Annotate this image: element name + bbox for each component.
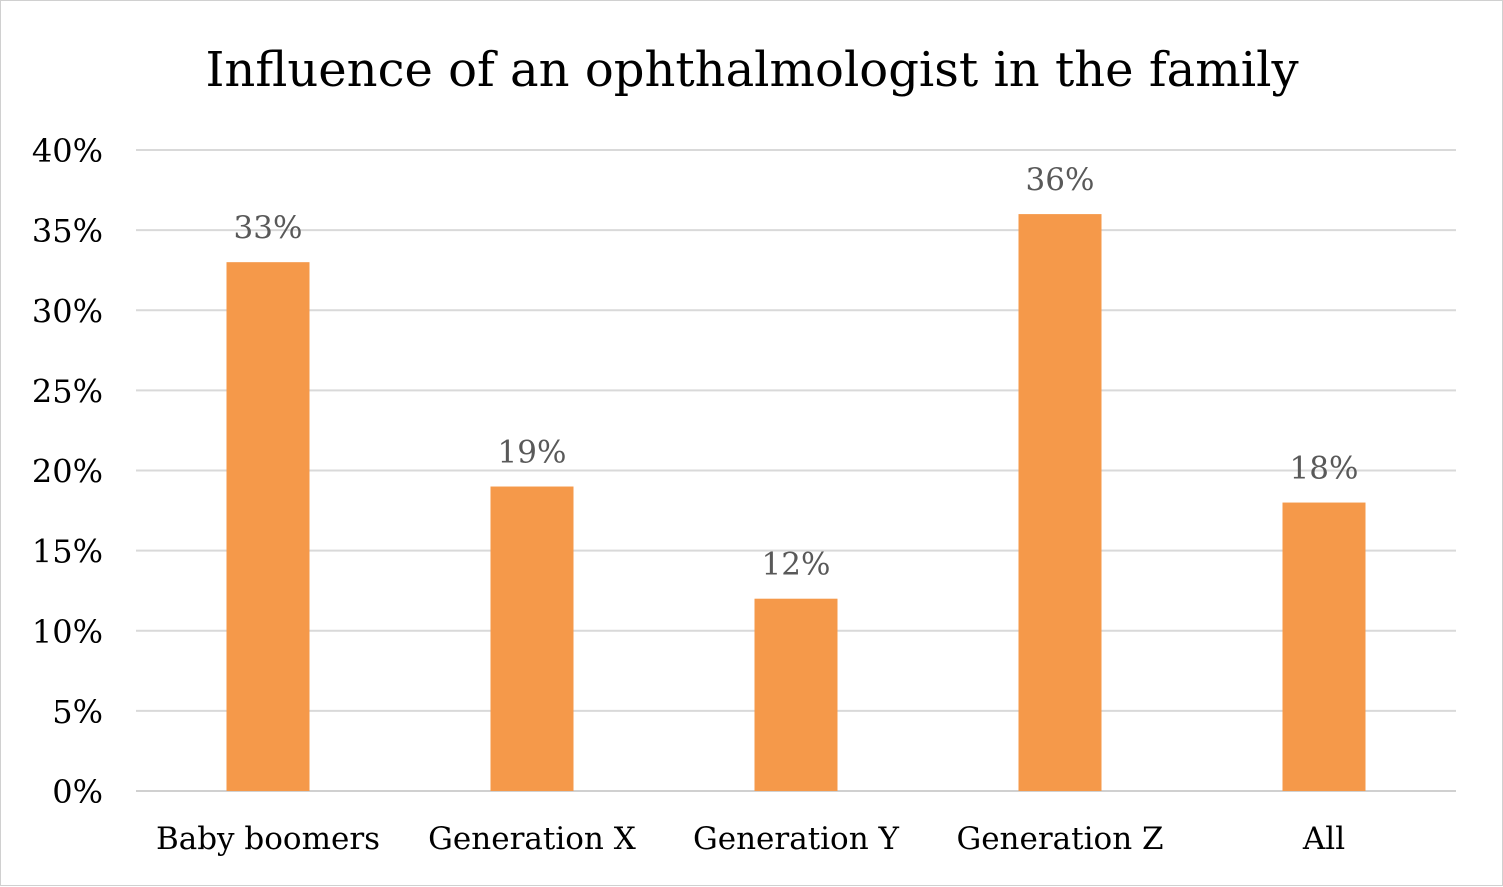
data-label: 36% — [1026, 162, 1095, 198]
bar — [1018, 214, 1102, 792]
x-tick-label: Baby boomers — [156, 821, 380, 857]
x-tick-label: Generation X — [428, 821, 636, 857]
data-label: 18% — [1290, 451, 1359, 487]
y-tick-label: 25% — [32, 372, 103, 410]
y-axis-tick-labels: 0% 5% 10% 15% 20% 25% 30% 35% 40% — [32, 132, 103, 811]
data-label: 12% — [762, 547, 831, 583]
y-tick-label: 15% — [32, 533, 103, 571]
gridlines — [136, 149, 1456, 792]
y-tick-label: 5% — [52, 693, 103, 731]
x-tick-label: Generation Y — [693, 821, 900, 857]
data-labels: 33% 19% 12% 36% 18% — [234, 162, 1359, 583]
bar — [490, 486, 574, 791]
y-tick-label: 10% — [32, 613, 103, 651]
data-label: 19% — [498, 435, 567, 471]
x-tick-label: All — [1302, 821, 1345, 857]
data-label: 33% — [234, 210, 303, 246]
x-axis-tick-labels: Baby boomers Generation X Generation Y Gene… — [156, 821, 1345, 857]
y-tick-label: 40% — [32, 132, 103, 170]
bar — [226, 262, 310, 791]
bar — [754, 598, 838, 791]
x-tick-label: Generation Z — [956, 821, 1163, 857]
chart-title: Influence of an ophthalmologist in the f… — [205, 42, 1298, 98]
y-tick-label: 35% — [32, 212, 103, 250]
y-tick-label: 20% — [32, 453, 103, 491]
bar — [1282, 502, 1366, 791]
y-tick-label: 30% — [32, 292, 103, 330]
bars — [226, 214, 1366, 792]
y-tick-label: 0% — [52, 773, 103, 811]
